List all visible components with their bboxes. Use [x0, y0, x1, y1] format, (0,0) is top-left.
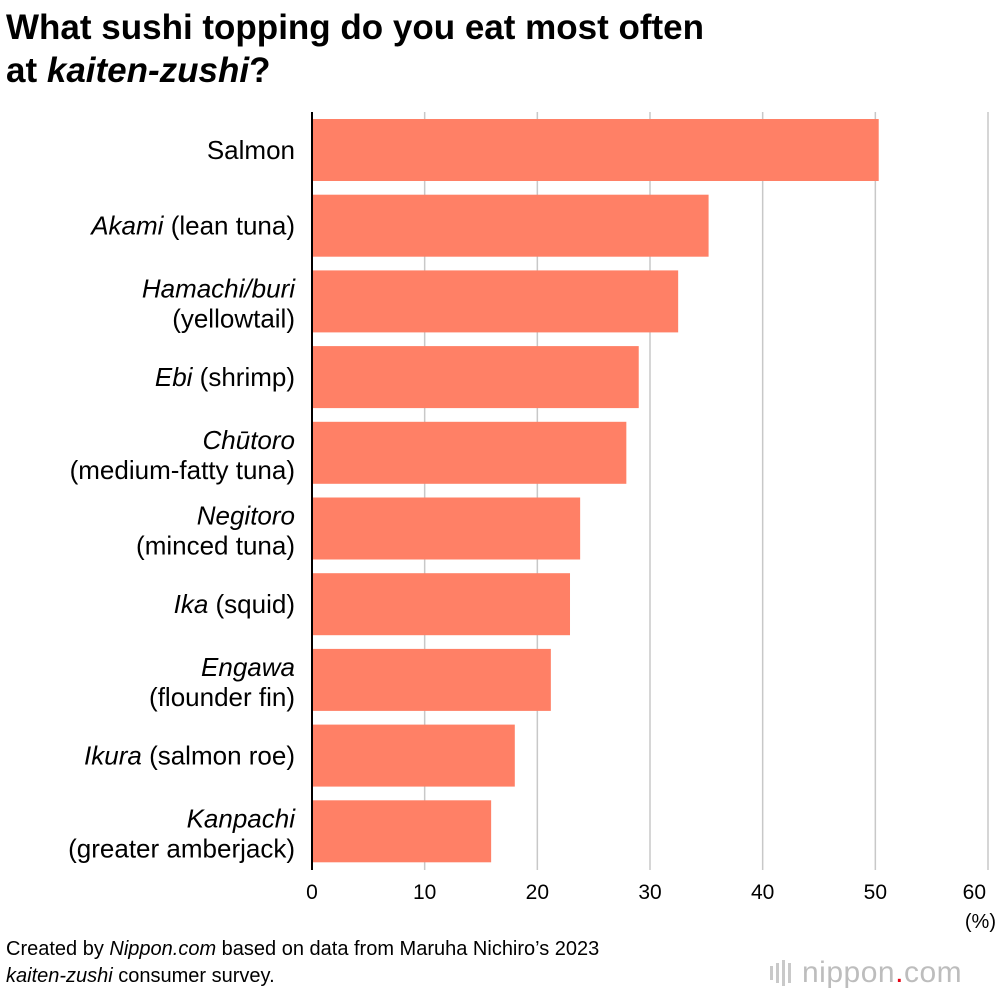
- category-label-7-line2: (flounder fin): [149, 682, 295, 712]
- bar-9: [313, 800, 492, 863]
- bar-1: [313, 194, 709, 257]
- category-label-1: Akami (lean tuna): [89, 211, 295, 241]
- category-labels: Salmon Akami (lean tuna) Hamachi/buri(yell…: [68, 135, 296, 863]
- bar-3: [313, 346, 639, 409]
- bar-5: [313, 497, 581, 560]
- bar-6: [313, 573, 571, 636]
- title-line2-suffix: ?: [249, 51, 271, 90]
- source-prefix: Created by: [6, 938, 110, 960]
- nippon-logo: nippon.com: [770, 953, 962, 993]
- title-line1: What sushi topping do you eat most often: [6, 8, 705, 47]
- title-line2-italic: kaiten-zushi: [46, 51, 250, 90]
- chart-title: What sushi topping do you eat most often…: [6, 6, 966, 92]
- logo-name: nippon: [802, 956, 896, 989]
- logo-bars-icon: [770, 960, 794, 986]
- logo-suffix: com: [903, 956, 963, 989]
- source-line2-suffix: consumer survey.: [112, 965, 275, 987]
- category-label-4-line2: (medium-fatty tuna): [70, 455, 295, 485]
- x-tick-label-40: 40: [751, 881, 774, 904]
- category-label-2-line1: Hamachi/buri: [142, 273, 296, 303]
- source-site: Nippon.com: [109, 938, 217, 960]
- bars: [313, 119, 879, 863]
- x-tick-labels: 0 10 20 30 40 50 60: [306, 881, 986, 904]
- title-line2-prefix: at: [6, 51, 47, 90]
- bar-4: [313, 421, 627, 484]
- category-label-8: Ikura (salmon roe): [84, 741, 295, 771]
- category-label-3: Ebi (shrimp): [155, 362, 295, 392]
- x-tick-label-60: 60: [963, 881, 986, 904]
- x-tick-label-0: 0: [306, 881, 318, 904]
- logo-text: nippon.com: [802, 956, 962, 990]
- source-note: Created by Nippon.com based on data from…: [6, 936, 766, 990]
- category-label-5-line1: Negitoro: [197, 501, 295, 531]
- logo-dot: .: [895, 956, 904, 989]
- source-line2-italic: kaiten-zushi: [6, 965, 113, 987]
- category-label-5-line2: (minced tuna): [136, 531, 295, 561]
- category-label-9-line1: Kanpachi: [187, 803, 297, 833]
- x-tick-label-10: 10: [413, 881, 436, 904]
- category-label-9-line2: (greater amberjack): [68, 833, 295, 863]
- bar-chart: Salmon Akami (lean tuna) Hamachi/buri(yell…: [68, 112, 996, 933]
- bar-0: [313, 119, 879, 181]
- category-label-7-line1: Engawa: [201, 652, 295, 682]
- bar-7: [313, 648, 551, 711]
- category-label-2-line2: (yellowtail): [172, 303, 295, 333]
- bar-2: [313, 270, 679, 333]
- category-label-0: Salmon: [207, 135, 295, 165]
- x-tick-label-50: 50: [864, 881, 887, 904]
- x-tick-label-20: 20: [526, 881, 549, 904]
- x-unit-label: (%): [965, 911, 996, 933]
- source-middle: based on data from Maruha Nichiro’s 2023: [216, 938, 600, 960]
- bar-8: [313, 724, 515, 787]
- category-label-6: Ika (squid): [174, 589, 295, 619]
- x-tick-label-30: 30: [638, 881, 661, 904]
- category-label-4-line1: Chūtoro: [203, 425, 296, 455]
